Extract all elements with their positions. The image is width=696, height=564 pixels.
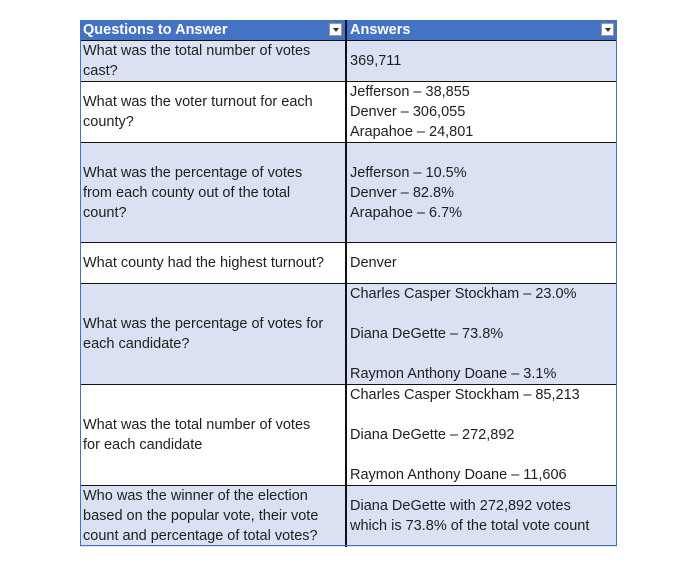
answer-cell[interactable]: Jefferson – 38,855 Denver – 306,055 Arap… (346, 81, 617, 143)
question-line: from each county out of the total (83, 184, 291, 201)
answer-line: Diana DeGette – 272,892 (350, 427, 515, 443)
answer-line: Jefferson – 10.5% (350, 164, 467, 181)
answer-line: Denver (350, 255, 397, 271)
question-cell[interactable]: What was the percentage of votes from ea… (80, 142, 347, 243)
question-line: each candidate? (83, 336, 190, 352)
question-line: What was the percentage of votes for (83, 316, 324, 332)
answer-line: 369,711 (350, 53, 402, 69)
table-row: Who was the winner of the election based… (80, 485, 617, 547)
table-row: What was the percentage of votes from ea… (80, 142, 617, 243)
header-answers-label: Answers (350, 22, 411, 38)
question-line: cast? (83, 63, 118, 79)
answer-line: Arapahoe – 24,801 (350, 124, 474, 140)
answer-line: Denver – 306,055 (350, 104, 466, 120)
question-cell[interactable]: What was the voter turnout for each coun… (80, 81, 347, 143)
table-row: What was the total number of votes cast?… (80, 40, 617, 82)
answer-line: which is 73.8% of the total vote count (350, 518, 590, 535)
answer-line: Raymon Anthony Doane – 11,606 (350, 467, 567, 483)
question-cell[interactable]: Who was the winner of the election based… (80, 485, 347, 547)
answer-line: Charles Casper Stockham – 23.0% (350, 286, 577, 302)
answer-cell[interactable]: Diana DeGette with 272,892 votes which i… (346, 485, 617, 547)
question-line: What was the percentage of votes (83, 164, 303, 181)
question-line: for each candidate (83, 437, 203, 453)
table-row: What was the percentage of votes for eac… (80, 283, 617, 385)
question-cell[interactable]: What was the total number of votes cast? (80, 40, 347, 82)
answer-line: Raymon Anthony Doane – 3.1% (350, 366, 557, 382)
table-row: What county had the highest turnout? Den… (80, 242, 617, 284)
question-line: count and percentage of total votes? (83, 528, 318, 545)
question-line: What was the total number of votes (83, 417, 311, 433)
spreadsheet-table-region: Questions to Answer Answers What was the… (80, 20, 617, 547)
answer-cell[interactable]: Jefferson – 10.5% Denver – 82.8% Arapaho… (346, 142, 617, 243)
filter-dropdown-icon[interactable] (329, 23, 342, 36)
header-questions[interactable]: Questions to Answer (80, 20, 347, 41)
answer-line: Charles Casper Stockham – 85,213 (350, 387, 580, 403)
header-answers[interactable]: Answers (346, 20, 617, 41)
answer-cell[interactable]: Charles Casper Stockham – 23.0% Diana De… (346, 283, 617, 385)
answer-cell[interactable]: Denver (346, 242, 617, 284)
question-line: county? (83, 114, 134, 130)
question-cell[interactable]: What county had the highest turnout? (80, 242, 347, 284)
question-line: count? (83, 204, 127, 221)
header-row: Questions to Answer Answers (80, 20, 617, 41)
question-cell[interactable]: What was the total number of votes for e… (80, 384, 347, 486)
question-cell[interactable]: What was the percentage of votes for eac… (80, 283, 347, 385)
filter-dropdown-icon[interactable] (601, 23, 614, 36)
question-line: Who was the winner of the election (83, 488, 308, 505)
question-line: What was the total number of votes (83, 43, 311, 59)
question-line: What was the voter turnout for each (83, 94, 313, 110)
answer-line: Arapahoe – 6.7% (350, 204, 463, 221)
answer-cell[interactable]: Charles Casper Stockham – 85,213 Diana D… (346, 384, 617, 486)
question-line: What county had the highest turnout? (83, 255, 325, 271)
table-row: What was the voter turnout for each coun… (80, 81, 617, 143)
question-line: based on the popular vote, their vote (83, 508, 319, 525)
header-questions-label: Questions to Answer (83, 22, 228, 38)
answer-line: Jefferson – 38,855 (350, 84, 470, 100)
table-row: What was the total number of votes for e… (80, 384, 617, 486)
answer-line: Diana DeGette – 73.8% (350, 326, 504, 342)
qa-table: Questions to Answer Answers What was the… (80, 20, 617, 547)
answer-line: Denver – 82.8% (350, 184, 454, 201)
answer-line: Diana DeGette with 272,892 votes (350, 498, 571, 515)
answer-cell[interactable]: 369,711 (346, 40, 617, 82)
